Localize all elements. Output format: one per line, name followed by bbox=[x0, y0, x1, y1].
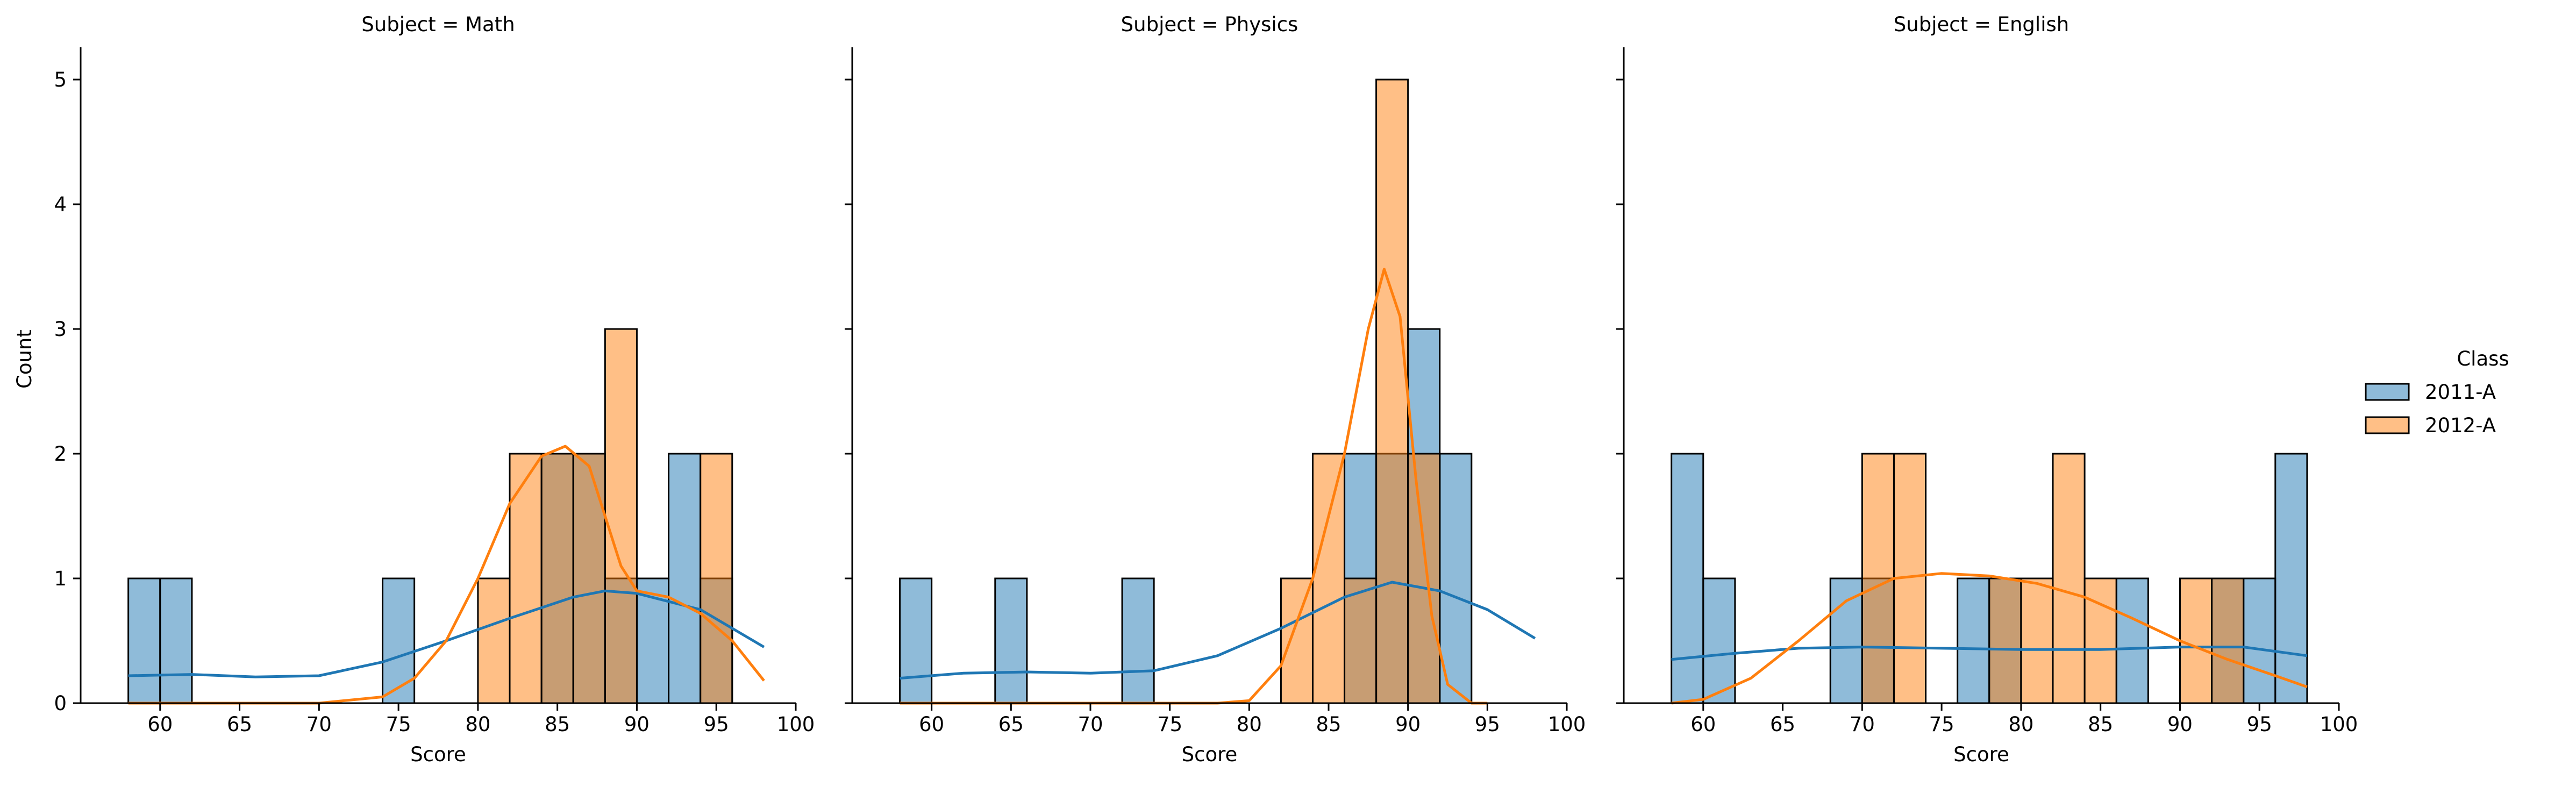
y-axis-label: Count bbox=[13, 330, 36, 389]
histogram-bar bbox=[994, 577, 1028, 704]
histogram-bar bbox=[1861, 453, 1895, 704]
histogram-bar bbox=[1280, 577, 1314, 704]
histogram-bar bbox=[700, 453, 733, 704]
legend: Class 2011-A 2012-A bbox=[2365, 347, 2509, 437]
x-tick-label: 90 bbox=[1395, 713, 1421, 736]
x-axis-label: Score bbox=[410, 743, 466, 766]
x-tick-label: 90 bbox=[624, 713, 650, 736]
y-tick-label: 3 bbox=[54, 318, 67, 341]
x-tick-label: 60 bbox=[1690, 713, 1716, 736]
x-tick-label: 65 bbox=[227, 713, 252, 736]
histogram-bar bbox=[668, 453, 702, 704]
histogram-bar bbox=[2020, 577, 2054, 704]
x-tick-label: 75 bbox=[1929, 713, 1954, 736]
y-tick-label: 1 bbox=[54, 567, 67, 590]
x-tick-label: 75 bbox=[1157, 713, 1182, 736]
histogram-bar bbox=[2115, 577, 2149, 704]
x-tick-label: 80 bbox=[465, 713, 490, 736]
histogram-bar bbox=[604, 328, 638, 704]
histogram-bar bbox=[1988, 577, 2022, 704]
histogram-bar bbox=[382, 577, 416, 704]
x-tick-label: 60 bbox=[919, 713, 944, 736]
histogram-bar bbox=[1344, 577, 1378, 704]
histogram-bar bbox=[1407, 453, 1441, 704]
kde-curve bbox=[1671, 572, 2308, 705]
kde-curve bbox=[128, 589, 765, 678]
kde-curve bbox=[1671, 646, 2308, 661]
facet-3: Subject = English 60 65 70 75 80 85 90 95 100 Scor… bbox=[1616, 13, 2358, 766]
x-tick-label: 95 bbox=[2247, 713, 2272, 736]
x-tick-label: 85 bbox=[545, 713, 570, 736]
x-tick-label: 65 bbox=[998, 713, 1024, 736]
kde-curve bbox=[900, 581, 1536, 680]
histogram-bar bbox=[1375, 78, 1409, 704]
histogram-bar bbox=[1702, 577, 1736, 704]
histogram-bar bbox=[509, 453, 543, 704]
y-tick-label: 0 bbox=[54, 692, 67, 715]
legend-swatch bbox=[2365, 383, 2410, 401]
x-axis-label: Score bbox=[1953, 743, 2009, 766]
x-tick-label: 85 bbox=[1316, 713, 1341, 736]
histogram-bar bbox=[1121, 577, 1155, 704]
histogram-bar bbox=[899, 577, 933, 704]
x-tick-label: 100 bbox=[2320, 713, 2358, 736]
histogram-bar bbox=[1311, 453, 1346, 704]
x-tick-label: 100 bbox=[777, 713, 815, 736]
histogram-bar bbox=[159, 577, 193, 704]
legend-swatch bbox=[2365, 416, 2410, 434]
facet-panels: Subject = Math 60 65 70 75 80 85 90 95 100 0 1 2 3 4 5 S… bbox=[54, 13, 2358, 766]
y-tick-label: 5 bbox=[54, 68, 67, 91]
histogram-bar bbox=[1957, 577, 1990, 704]
x-tick-label: 100 bbox=[1548, 713, 1586, 736]
y-tick-label: 4 bbox=[54, 193, 67, 216]
histogram-bar bbox=[2274, 453, 2308, 704]
histogram-bar bbox=[1439, 453, 1473, 704]
y-tick-label: 2 bbox=[54, 442, 67, 466]
histogram-bar bbox=[2243, 577, 2277, 704]
x-tick-label: 70 bbox=[1850, 713, 1875, 736]
histogram-bar bbox=[572, 453, 606, 704]
x-tick-label: 85 bbox=[2088, 713, 2113, 736]
x-tick-label: 65 bbox=[1770, 713, 1795, 736]
facet-1: Subject = Math 60 65 70 75 80 85 90 95 100 0 1 2 3 4 5 S… bbox=[54, 13, 815, 766]
facet-title: Subject = Physics bbox=[1121, 13, 1298, 36]
x-tick-label: 95 bbox=[704, 713, 729, 736]
facet-title: Subject = Math bbox=[361, 13, 515, 36]
legend-entries: 2011-A 2012-A bbox=[2365, 381, 2496, 437]
x-tick-label: 80 bbox=[1237, 713, 1262, 736]
histogram-bar bbox=[2052, 453, 2086, 704]
x-tick-label: 75 bbox=[386, 713, 411, 736]
histogram-bar bbox=[2179, 577, 2213, 704]
histogram-bar bbox=[1829, 577, 1863, 704]
x-tick-label: 60 bbox=[147, 713, 173, 736]
histogram-bar bbox=[1671, 453, 1704, 704]
legend-title: Class bbox=[2457, 347, 2509, 370]
histogram-bar bbox=[2083, 577, 2117, 704]
kde-curve bbox=[128, 445, 765, 705]
histogram-bar bbox=[2211, 577, 2245, 704]
histogram-bar bbox=[477, 577, 511, 704]
facet-title: Subject = English bbox=[1894, 13, 2069, 36]
legend-label: 2012-A bbox=[2425, 414, 2496, 437]
histogram-bar bbox=[127, 577, 161, 704]
x-tick-label: 70 bbox=[1078, 713, 1103, 736]
x-tick-label: 80 bbox=[2008, 713, 2033, 736]
x-tick-label: 90 bbox=[2167, 713, 2193, 736]
facet-2: Subject = Physics 60 65 70 75 80 85 90 95 100 Scor… bbox=[845, 13, 1586, 766]
x-tick-label: 70 bbox=[306, 713, 332, 736]
x-axis-label: Score bbox=[1182, 743, 1238, 766]
x-tick-label: 95 bbox=[1475, 713, 1500, 736]
legend-label: 2011-A bbox=[2425, 381, 2496, 404]
kde-curve bbox=[900, 268, 1488, 705]
histogram-bar bbox=[540, 453, 574, 704]
